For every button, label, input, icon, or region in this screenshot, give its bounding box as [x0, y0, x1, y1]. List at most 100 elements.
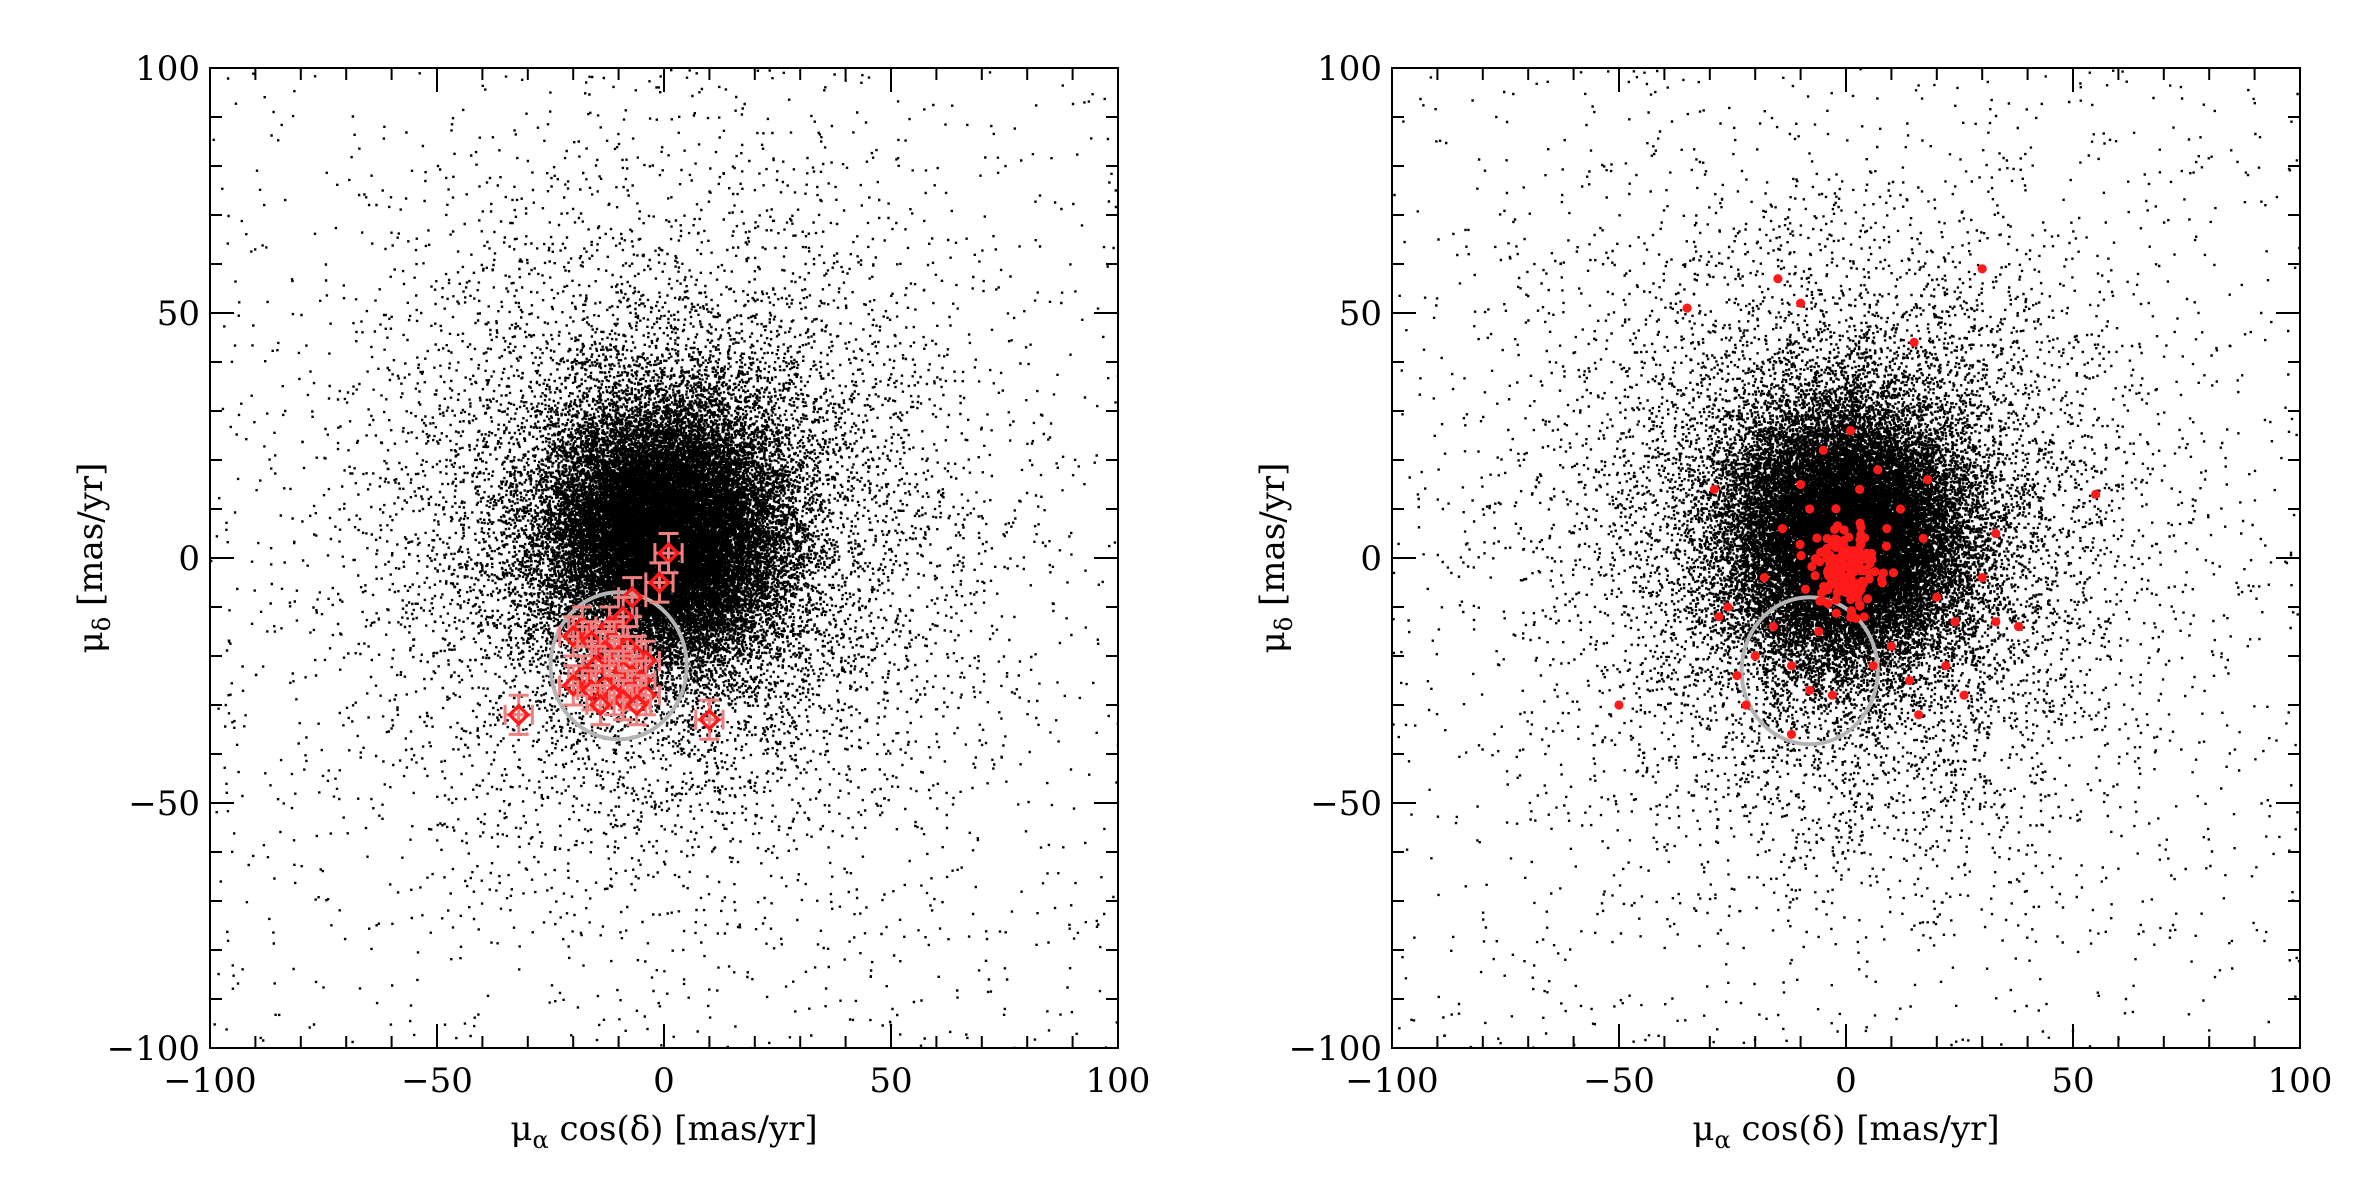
member-point — [1832, 534, 1842, 545]
member-point — [1614, 700, 1624, 710]
member-point — [1732, 671, 1742, 681]
y-tick-label: −50 — [1310, 784, 1382, 824]
member-point — [1750, 651, 1760, 661]
member-point — [1846, 594, 1856, 605]
member-point — [1932, 592, 1942, 602]
member-point — [1888, 568, 1899, 578]
member-point — [1859, 612, 1869, 622]
member-point — [1845, 575, 1855, 585]
member-point — [1870, 567, 1880, 577]
member-point — [1843, 545, 1853, 555]
member-point — [1833, 583, 1843, 594]
member-point — [1832, 521, 1843, 531]
x-axis-label: μα cos(δ) [mas/yr] — [1692, 1109, 1999, 1154]
member-point — [1812, 533, 1822, 543]
member-point — [1914, 710, 1924, 720]
y-tick-label: 0 — [1360, 539, 1382, 579]
member-point — [1682, 303, 1692, 313]
member-point — [1823, 584, 1833, 595]
member-point — [1759, 573, 1769, 583]
member-point — [1886, 641, 1896, 651]
member-point — [1991, 617, 2001, 627]
ticks — [1391, 67, 2301, 1049]
member-point — [1895, 504, 1906, 514]
member-point — [1817, 596, 1828, 606]
member-point — [1796, 298, 1806, 308]
member-point — [1831, 608, 1841, 618]
member-point — [1846, 612, 1856, 623]
x-tick-label: 0 — [1835, 1061, 1857, 1101]
field-stars-core — [445, 299, 874, 790]
member-point — [1863, 594, 1873, 604]
x-tick-label: −50 — [401, 1061, 473, 1101]
member-point — [1810, 570, 1820, 581]
member-point — [1918, 533, 1928, 544]
member-point — [1853, 580, 1863, 590]
member-point — [1834, 570, 1845, 580]
y-tick-label: −100 — [107, 1029, 200, 1069]
member-point — [1796, 551, 1806, 561]
field-stars-halo — [210, 69, 1118, 1048]
x-tick-label: −100 — [163, 1061, 256, 1101]
member-point — [1786, 661, 1797, 671]
member-point — [1800, 584, 1811, 594]
member-point — [1977, 573, 1987, 583]
member-point — [2013, 622, 2024, 632]
member-point — [2091, 489, 2101, 499]
member-point — [1977, 264, 1987, 274]
plot-area — [210, 69, 1118, 1048]
member-point — [1810, 554, 1820, 564]
member-point — [1822, 543, 1832, 553]
x-tick-label: 100 — [1086, 1061, 1151, 1101]
member-point — [1860, 566, 1870, 576]
x-tick-label: 50 — [869, 1061, 912, 1101]
member-point — [1831, 595, 1841, 605]
member-point — [1854, 599, 1865, 609]
member-point — [621, 683, 652, 727]
member-point — [1805, 685, 1815, 695]
member-point — [1850, 551, 1861, 562]
ticks — [209, 67, 1119, 1049]
member-point — [1881, 541, 1891, 551]
member-point — [1831, 504, 1841, 514]
x-tick-label: 50 — [2051, 1061, 2094, 1101]
member-point — [1959, 690, 1969, 700]
member-point — [1839, 535, 1849, 546]
member-point — [644, 561, 675, 604]
member-point — [1842, 587, 1852, 598]
member-point — [1868, 661, 1878, 671]
member-point — [1741, 700, 1751, 710]
member-point — [1795, 539, 1805, 550]
right-panel-proper-motion-diagram: −100 −50 0 50 100 −100 −50 0 50 100 μα cos(δ) [mas… — [1253, 49, 2332, 1154]
member-point — [1873, 465, 1883, 475]
member-point — [1856, 522, 1866, 532]
member-point — [1882, 524, 1892, 534]
member-point — [1904, 675, 1915, 686]
member-point — [1827, 690, 1837, 700]
member-points — [1614, 264, 2101, 740]
member-point — [694, 698, 725, 741]
member-point — [1991, 528, 2001, 539]
member-point — [1839, 525, 1849, 535]
member-point — [1878, 568, 1889, 578]
member-point — [1834, 560, 1844, 570]
y-axis-label: μδ [mas/yr] — [1253, 463, 1298, 654]
member-point — [1909, 337, 1919, 347]
x-tick-label: 0 — [653, 1061, 675, 1101]
x-tick-label: −100 — [1345, 1061, 1438, 1101]
left-panel-proper-motion-diagram: −100 −50 0 50 100 −100 −50 0 50 100 μα cos(δ) [mas… — [71, 49, 1150, 1154]
member-point — [1950, 617, 1960, 627]
member-point — [585, 683, 616, 727]
member-point — [1845, 426, 1856, 436]
member-point — [1709, 484, 1719, 494]
plot-area — [1392, 68, 2300, 1048]
x-axis-label: μα cos(δ) [mas/yr] — [510, 1109, 817, 1154]
member-point — [1855, 484, 1865, 494]
member-point — [1768, 622, 1778, 632]
member-point — [1941, 661, 1951, 671]
member-point — [503, 693, 534, 736]
member-point — [1852, 559, 1862, 569]
member-point — [1714, 612, 1724, 622]
member-point — [1842, 561, 1852, 572]
